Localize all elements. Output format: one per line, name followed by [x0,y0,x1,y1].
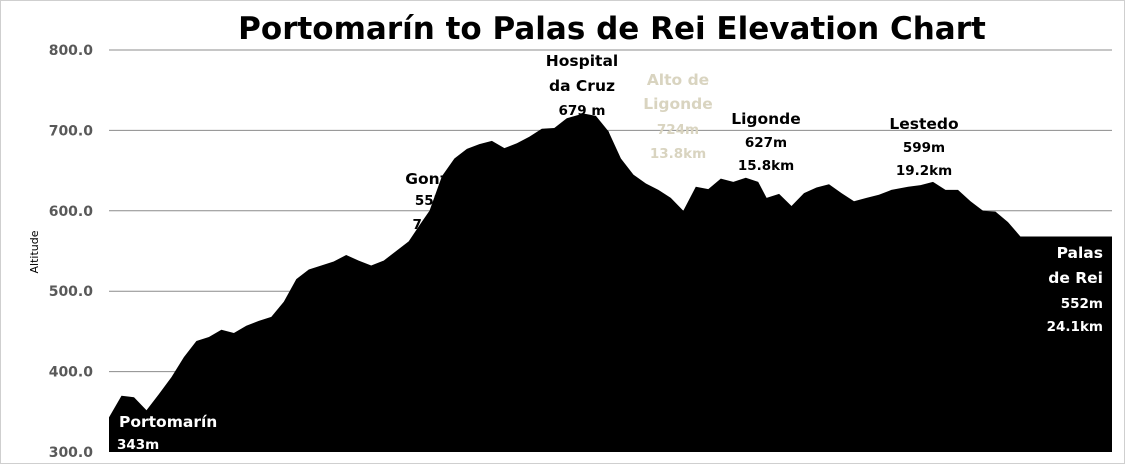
waypoint-distance: 19.2km [896,163,952,179]
waypoint-name: Palas [1057,244,1103,262]
waypoint-distance: 7.7km [413,217,460,233]
waypoint-elevation: 627m [745,135,787,151]
waypoint-name: Hospital [546,52,618,70]
y-tick-label: 700.0 [49,123,94,139]
waypoint-lestedo: Lestedo 599m 19.2km [889,115,958,179]
y-axis-label: Altitude [28,230,41,273]
waypoint-portomar-n: Portomarín 343m [117,413,217,453]
waypoint-name: Alto de [647,71,709,89]
y-tick-label: 400.0 [49,365,94,381]
waypoint-distance: 13.8km [650,146,706,162]
waypoint-name: de Rei [1048,269,1103,287]
waypoint-annotations: Portomarín 343m Gonzar 552m 7.7km Hospital da … [117,52,1103,453]
y-tick-label: 600.0 [49,204,94,220]
waypoint-name: da Cruz [549,77,615,95]
waypoint-elevation: 724m [657,122,699,138]
waypoint-gonzar: Gonzar 552m 7.7km [405,170,467,233]
elevation-area [109,113,1112,452]
waypoint-distance: 11.4km [554,126,610,142]
waypoint-name: Portomarín [119,413,217,431]
waypoint-elevation: 552m [1061,296,1103,312]
waypoint-name: Gonzar [405,170,467,188]
y-tick-label: 800.0 [49,43,94,59]
y-tick-label: 300.0 [49,445,94,461]
waypoint-palas-de-rei: Palas de Rei 552m 24.1km [1047,244,1103,335]
waypoint-alto-de-ligonde: Alto de Ligonde 724m 13.8km [643,71,713,162]
waypoint-name: Lestedo [889,115,958,133]
y-tick-label: 500.0 [49,284,94,300]
waypoint-elevation: 343m [117,437,159,453]
waypoint-distance: 24.1km [1047,319,1103,335]
waypoint-name: Ligonde [643,95,713,113]
y-tick-labels: 300.0 400.0 500.0 600.0 700.0 800.0 [49,43,94,461]
waypoint-distance: 15.8km [738,158,794,174]
waypoint-hospital-da-cruz: Hospital da Cruz 679 m 11.4km [546,52,618,142]
chart-title: Portomarín to Palas de Rei Elevation Cha… [238,11,986,47]
waypoint-elevation: 679 m [559,103,606,119]
waypoint-elevation: 599m [903,140,945,156]
waypoint-elevation: 552m [415,193,457,209]
waypoint-name: Ligonde [731,110,801,128]
waypoint-ligonde: Ligonde 627m 15.8km [731,110,801,174]
